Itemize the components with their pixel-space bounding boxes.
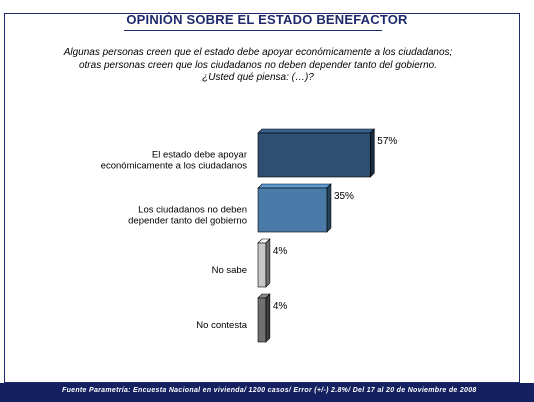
question-line-2: otras personas creen que los ciudadanos …: [78, 59, 438, 71]
value-label-1: 57%: [377, 136, 397, 147]
value-label-4: 4%: [273, 301, 288, 312]
category-label-3: No sabe: [212, 265, 247, 276]
chart-frame: [4, 13, 520, 383]
bar-4: [257, 293, 271, 343]
category-label-2-line-2: depender tanto del gobierno: [128, 216, 247, 227]
category-label-2-line-1: Los ciudadanos no deben: [138, 205, 247, 216]
source-note: Fuente Parametría: Encuesta Nacional en …: [62, 387, 477, 394]
bar-3: [257, 238, 271, 288]
footer-bar: Fuente Parametría: Encuesta Nacional en …: [0, 383, 534, 402]
category-label-1-line-1: El estado debe apoyar: [152, 150, 247, 161]
title-underline: [124, 30, 382, 31]
category-label-1-line-2: económicamente a los ciudadanos: [101, 161, 248, 172]
value-label-3: 4%: [273, 246, 288, 257]
value-label-2: 35%: [334, 191, 354, 202]
survey-question: Algunas personas creen que el estado deb…: [20, 47, 496, 85]
chart-title: OPINIÓN SOBRE EL ESTADO BENEFACTOR: [126, 12, 408, 27]
bar-2: [257, 183, 332, 233]
question-line-3: ¿Usted qué piensa: (…)?: [202, 72, 314, 83]
question-line-1: Algunas personas creen que el estado deb…: [63, 47, 453, 58]
category-label-4: No contesta: [196, 320, 247, 331]
bar-1: [257, 128, 376, 178]
